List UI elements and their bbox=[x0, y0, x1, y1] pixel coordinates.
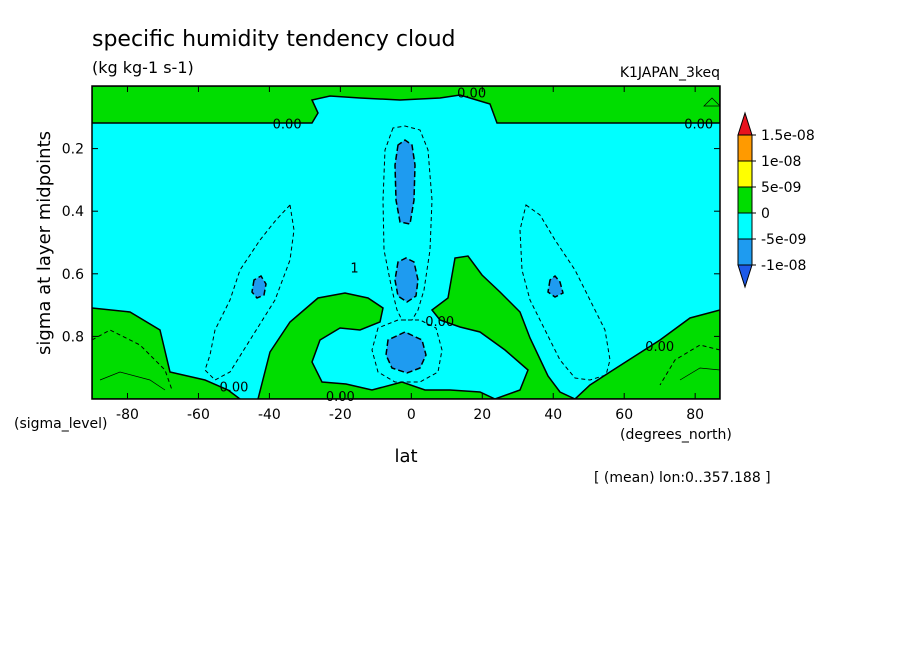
plot-area bbox=[91, 85, 721, 400]
contour-label: 0.00 bbox=[457, 86, 486, 101]
chart-title: specific humidity tendency cloud bbox=[92, 27, 456, 52]
colorbar-min-triangle bbox=[737, 264, 753, 289]
x-tick-label: -80 bbox=[116, 407, 139, 423]
field-positive-top bbox=[92, 86, 720, 124]
contour-label: 0.00 bbox=[219, 380, 248, 395]
field-positive-left-low bbox=[92, 307, 242, 399]
y-tick-label: 0.8 bbox=[62, 329, 84, 345]
colorbar-label: -5e-09 bbox=[761, 232, 806, 248]
field-negative-large bbox=[251, 139, 564, 374]
colorbar-swatch bbox=[737, 186, 753, 214]
colorbar-label: 0 bbox=[761, 206, 770, 222]
x-tick-label: 0 bbox=[407, 407, 416, 423]
x-axis: -80 -60 -40 -20 0 20 40 60 80 bbox=[116, 86, 704, 423]
y-tick-label: 0.2 bbox=[62, 142, 84, 158]
colorbar: 1.5e-08 1e-08 5e-09 0 -5e-09 -1e-08 bbox=[737, 111, 815, 289]
colorbar-swatch bbox=[737, 134, 753, 162]
y-axis-title: sigma at layer midpoints bbox=[34, 131, 55, 355]
y-tick-label: 0.4 bbox=[62, 204, 84, 220]
x-tick-label: 60 bbox=[615, 407, 633, 423]
field-positive-right-low bbox=[573, 309, 720, 399]
x-tick-label: 20 bbox=[473, 407, 491, 423]
colorbar-max-triangle bbox=[737, 111, 753, 136]
x-tick-label: 40 bbox=[544, 407, 562, 423]
plot-frame bbox=[91, 85, 721, 400]
contour-label: 0.00 bbox=[684, 118, 713, 133]
contour-labels: 0.000.000.000.000.000.000.001 bbox=[219, 86, 713, 405]
x-axis-title: lat bbox=[394, 446, 417, 467]
contour-label: 0.00 bbox=[645, 340, 674, 355]
run-label: K1JAPAN_3keq bbox=[620, 65, 720, 81]
field-positive-left-arm bbox=[257, 292, 496, 399]
footnote: [ (mean) lon:0..357.188 ] bbox=[594, 470, 771, 486]
field-positive-right-arm bbox=[430, 255, 576, 399]
contours-minor bbox=[99, 97, 720, 391]
contour-label: 0.00 bbox=[425, 315, 454, 330]
colorbar-label: 5e-09 bbox=[761, 180, 801, 196]
contour-label: 1 bbox=[350, 262, 358, 277]
colorbar-swatch bbox=[737, 160, 753, 188]
x-tick-label: -40 bbox=[258, 407, 281, 423]
colorbar-label: -1e-08 bbox=[761, 258, 806, 274]
y-axis: 0.2 0.4 0.6 0.8 bbox=[62, 142, 720, 345]
colorbar-swatch bbox=[737, 212, 753, 240]
colorbar-swatch bbox=[737, 238, 753, 266]
colorbar-label: 1e-08 bbox=[761, 154, 801, 170]
contours-negative bbox=[92, 125, 720, 391]
chart-units: (kg kg-1 s-1) bbox=[92, 58, 194, 77]
y-unit-label: (sigma_level) bbox=[14, 416, 108, 432]
x-tick-label: -60 bbox=[187, 407, 210, 423]
x-unit-label: (degrees_north) bbox=[620, 427, 732, 443]
x-tick-label: -20 bbox=[329, 407, 352, 423]
colorbar-label: 1.5e-08 bbox=[761, 128, 815, 144]
y-tick-label: 0.6 bbox=[62, 267, 84, 283]
contour-label: 0.00 bbox=[273, 118, 302, 133]
x-tick-label: 80 bbox=[686, 407, 704, 423]
